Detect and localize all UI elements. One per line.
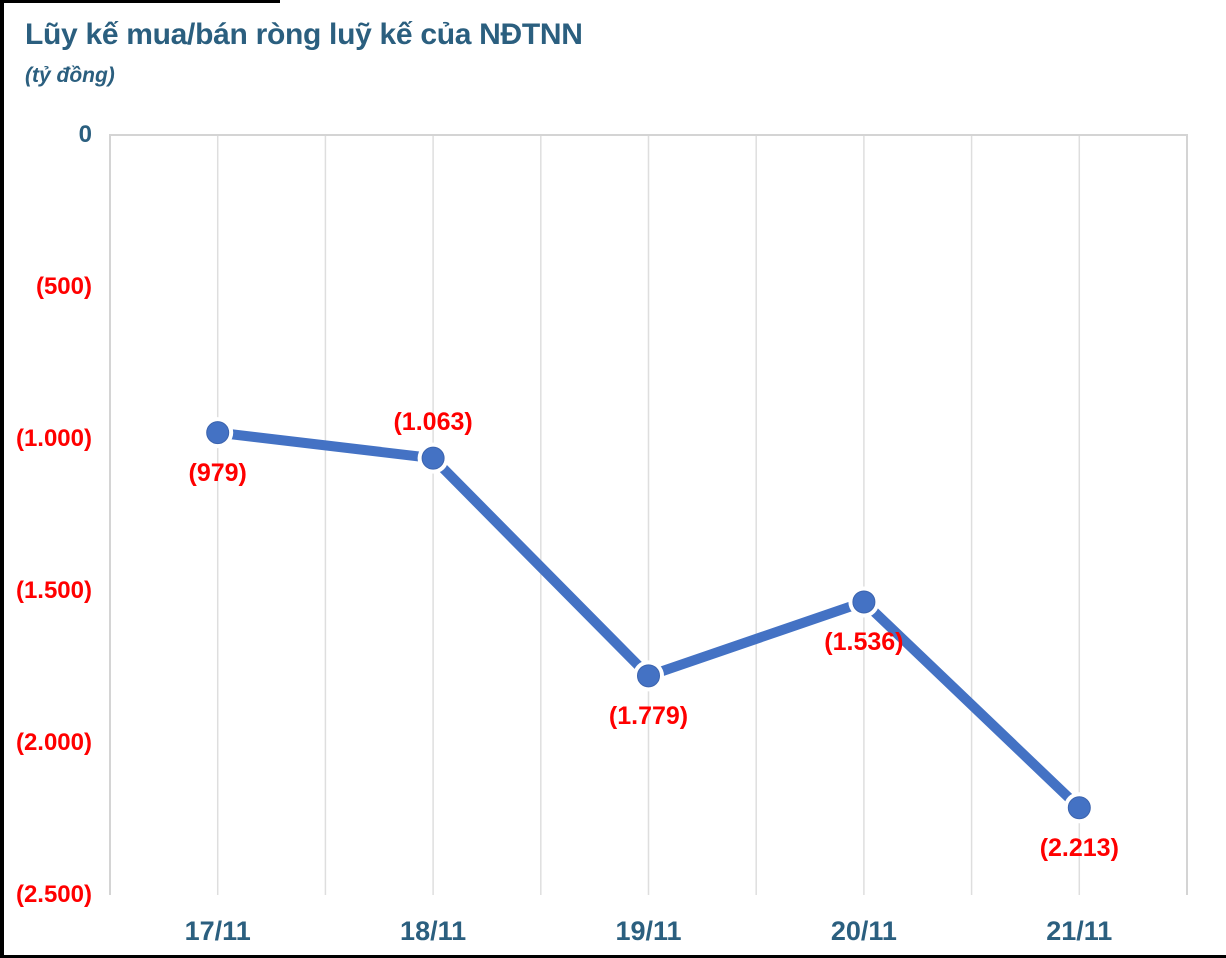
- data-point-marker: [1067, 796, 1091, 820]
- data-point-marker: [852, 590, 876, 614]
- y-tick-label: (500): [35, 273, 92, 300]
- data-point-label: (979): [188, 458, 247, 487]
- x-tick-label: 21/11: [1046, 916, 1113, 946]
- data-point-label: (1.779): [608, 701, 689, 730]
- x-tick-label: 17/11: [184, 916, 251, 946]
- screenshot-border-left: [0, 0, 4, 958]
- screenshot-border-bottom: [0, 955, 1226, 958]
- y-tick-label: (2.500): [15, 881, 92, 908]
- data-point-marker: [421, 446, 445, 470]
- data-point-marker: [206, 421, 230, 445]
- data-point-label: (1.063): [393, 408, 473, 437]
- y-tick-label: (1.000): [15, 425, 92, 452]
- data-point-marker: [637, 664, 660, 688]
- screenshot-border-top: [0, 0, 280, 3]
- data-point-label: (2.213): [1039, 833, 1119, 862]
- chart-unit-label: (tỷ đồng): [25, 64, 115, 87]
- x-tick-label: 20/11: [830, 916, 897, 946]
- x-tick-label: 18/11: [400, 916, 467, 946]
- y-tick-label: 0: [78, 121, 92, 148]
- chart-title: Lũy kế mua/bán ròng luỹ kế của NĐTNN: [25, 18, 583, 51]
- y-tick-label: (2.000): [15, 729, 92, 756]
- plot-border: [109, 134, 1188, 895]
- x-tick-label: 19/11: [615, 916, 682, 946]
- y-tick-label: (1.500): [15, 577, 92, 604]
- data-point-label: (1.536): [824, 627, 904, 656]
